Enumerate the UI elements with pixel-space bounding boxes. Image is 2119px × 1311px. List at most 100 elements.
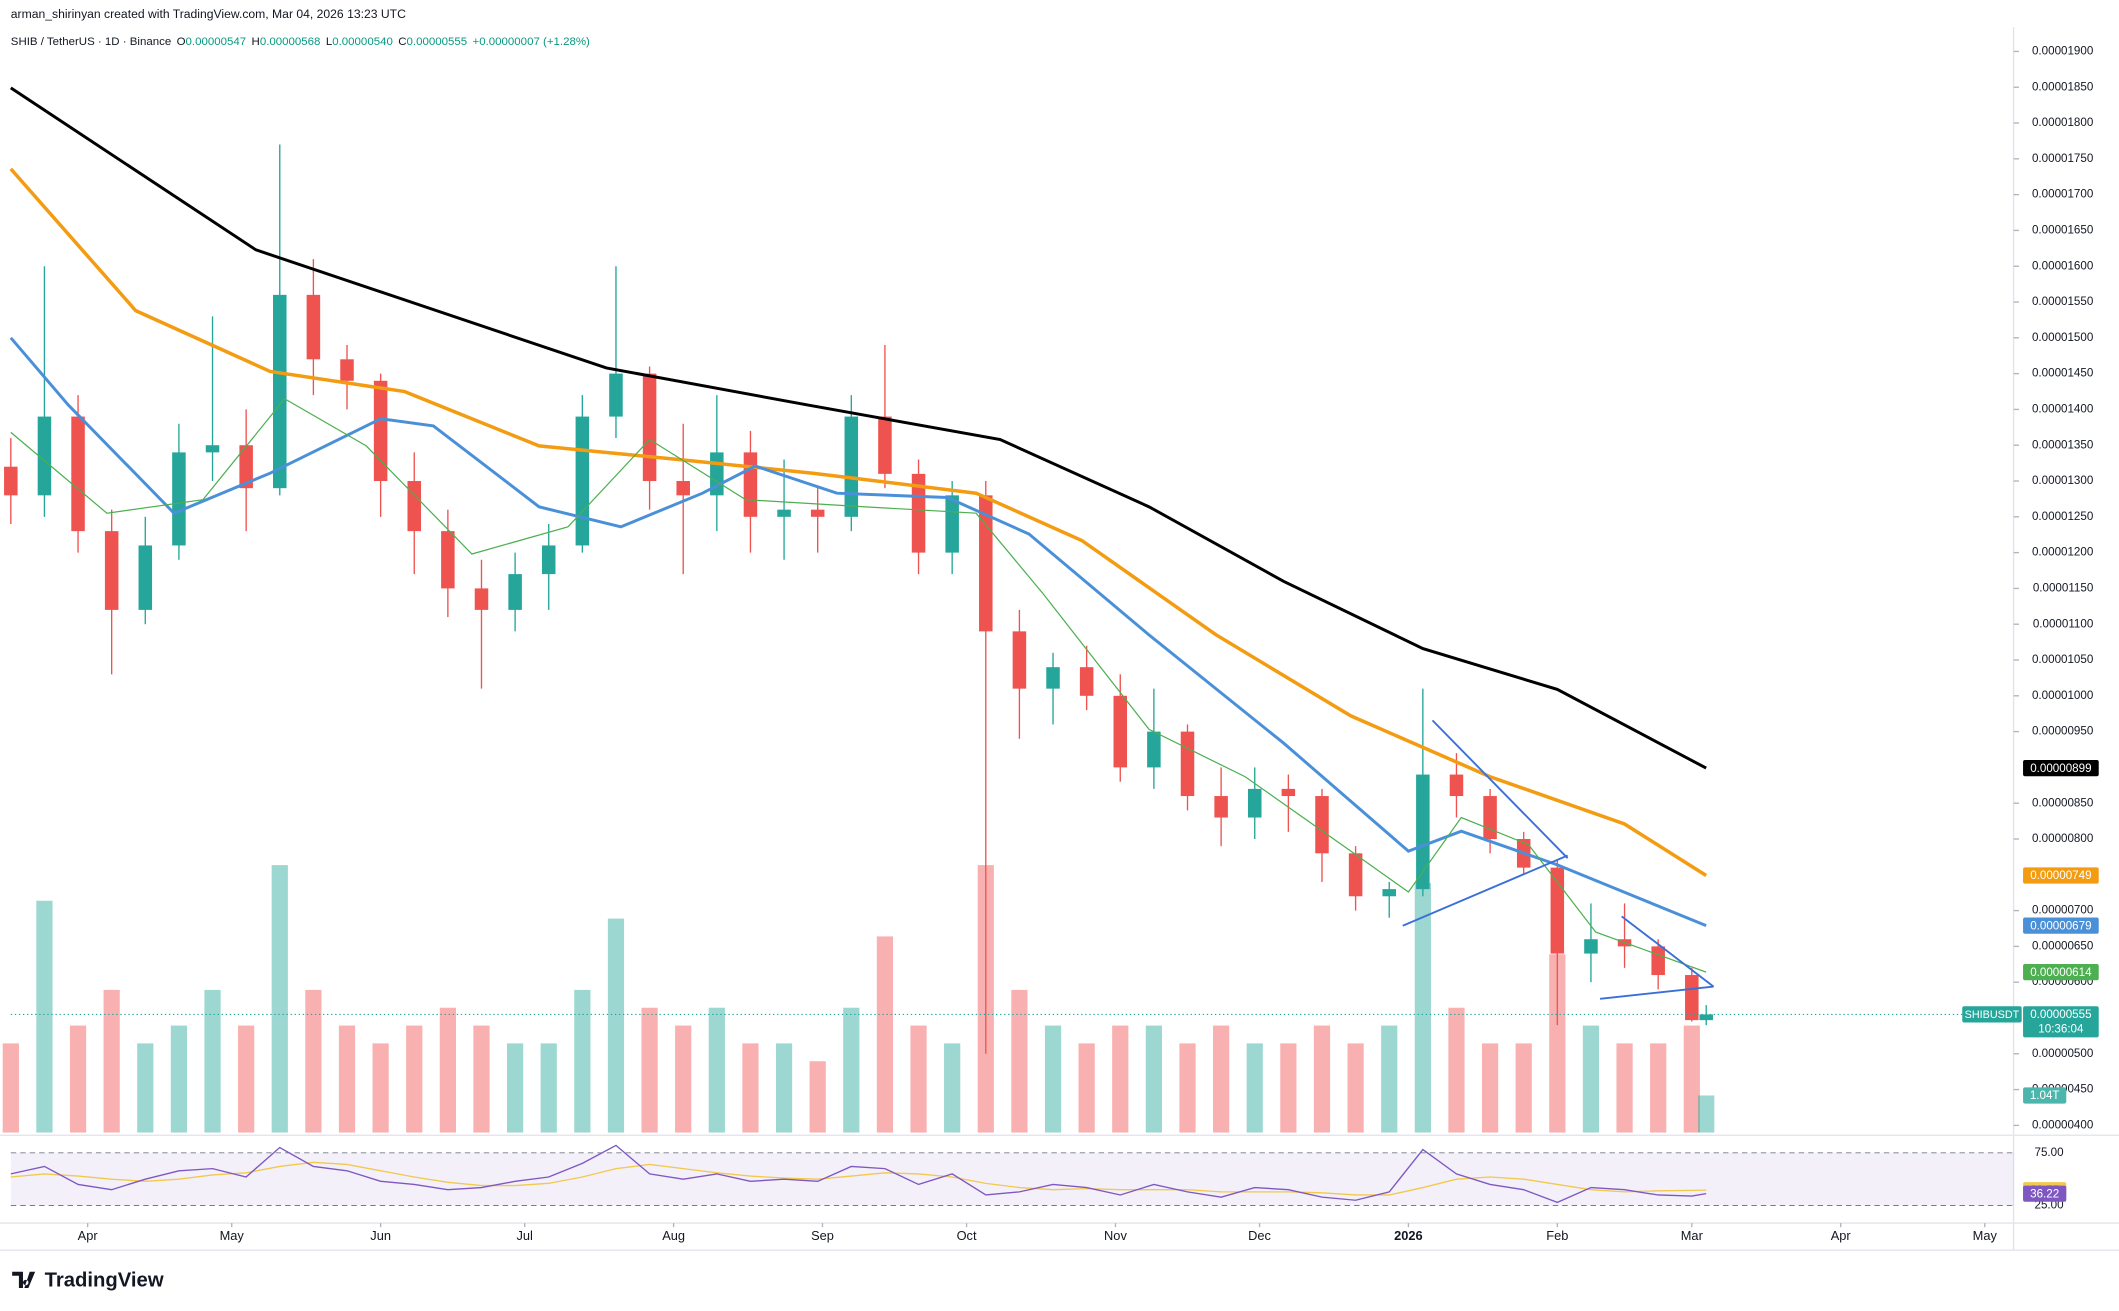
- candle-body: [575, 416, 590, 546]
- y-tick-label: 0.00001500: [2032, 331, 2093, 344]
- y-tick-label: 0.00001300: [2032, 474, 2093, 487]
- volume-bar: [1078, 1043, 1095, 1133]
- volume-bar: [910, 1025, 927, 1133]
- candle-body: [340, 359, 354, 381]
- symbol-legend: SHIB / TetherUS · 1D · Binance O0.0000054…: [11, 36, 590, 48]
- ohlc-key: L: [326, 36, 332, 48]
- volume-bar: [473, 1025, 490, 1133]
- candle-body: [1113, 695, 1128, 768]
- volume-bar: [1313, 1025, 1331, 1133]
- x-tick-label: Apr: [78, 1228, 99, 1243]
- y-tick-label: 0.00001250: [2032, 510, 2093, 523]
- y-tick-label: 0.00001200: [2032, 546, 2093, 559]
- brand: TradingView: [45, 1270, 164, 1292]
- volume-bar: [775, 1043, 793, 1133]
- candle-body: [911, 473, 926, 553]
- y-tick-label: 0.00001850: [2032, 80, 2093, 93]
- y-tick-label: 0.00001100: [2033, 617, 2093, 630]
- volume-bar: [944, 1043, 961, 1133]
- x-tick-label: Nov: [1104, 1228, 1127, 1243]
- volume-bar: [742, 1043, 759, 1133]
- symbol: SHIB / TetherUS · 1D · Binance: [11, 36, 171, 48]
- rsi-tag: 36.22: [2030, 1187, 2059, 1200]
- candle-body: [441, 531, 455, 589]
- candle-body: [1247, 788, 1262, 818]
- logo-mark: [12, 1271, 36, 1288]
- moving-average: [9, 336, 1707, 928]
- rsi-ma-line: [10, 1161, 1707, 1196]
- volume-bar: [305, 989, 322, 1133]
- volume-bar: [2, 1043, 19, 1133]
- ohlc-value: 0.00000540: [332, 36, 393, 48]
- candle-body: [945, 495, 959, 553]
- price-tag: 0.00000555: [2030, 1008, 2091, 1021]
- volume-bar: [36, 900, 53, 1133]
- rsi-tick-label: 75.00: [2035, 1146, 2064, 1159]
- moving-average: [9, 167, 1708, 877]
- volume-bar: [238, 1025, 255, 1133]
- ohlc-key: C: [398, 36, 406, 48]
- candle-body: [508, 574, 522, 610]
- volume-tag-bg: [2023, 1087, 2067, 1104]
- x-tick-label: Aug: [662, 1228, 685, 1243]
- ma-tag-bg: [2023, 867, 2099, 884]
- trendline: [1402, 854, 1568, 927]
- ma-tag: 0.00000749: [2030, 869, 2091, 882]
- y-tick-label: 0.00001800: [2032, 116, 2093, 129]
- ohlc-key: H: [252, 36, 260, 48]
- rsi-tick-label: 25.00: [2035, 1199, 2064, 1212]
- ohlc-value: 0.00000555: [407, 36, 468, 48]
- price-tag-bg: [2023, 1006, 2099, 1038]
- volume-bar: [1280, 1043, 1297, 1133]
- y-tick-label: 0.00001400: [2032, 402, 2093, 415]
- y-tick-label: 0.00000500: [2032, 1047, 2093, 1060]
- volume-bar: [1481, 1043, 1499, 1133]
- volume-bar: [708, 1007, 725, 1133]
- volume-bar: [271, 865, 288, 1133]
- candle-body: [1550, 867, 1565, 954]
- candle-body: [1651, 946, 1665, 976]
- volume-bar: [1044, 1025, 1062, 1133]
- x-tick-label: May: [220, 1228, 245, 1243]
- candle-body: [1214, 796, 1228, 818]
- volume-bar: [1112, 1025, 1129, 1133]
- trendline: [1431, 719, 1569, 859]
- x-tick-label: Jun: [370, 1228, 391, 1243]
- volume-tag: 1.04T: [2030, 1089, 2060, 1102]
- y-tick-label: 0.00001150: [2033, 581, 2093, 594]
- trendline: [1599, 985, 1714, 1000]
- y-tick-label: 0.00001000: [2032, 689, 2093, 702]
- y-tick-label: 0.00001550: [2032, 295, 2093, 308]
- rsi-line: [10, 1144, 1707, 1204]
- candle-body: [1483, 796, 1497, 840]
- volume-bar: [843, 1007, 860, 1133]
- change: +0.00000007 (+1.28%): [473, 36, 591, 48]
- volume-bar: [1549, 954, 1566, 1133]
- volume-bar: [540, 1043, 557, 1133]
- candle-body: [1584, 939, 1598, 954]
- x-tick-label: Jul: [517, 1228, 533, 1243]
- ma-tag: 0.00000614: [2030, 966, 2092, 979]
- candle-body: [642, 373, 657, 482]
- candle-body: [407, 481, 422, 532]
- triangle-drawings: [1402, 719, 1715, 1000]
- y-tick-label: 0.00000950: [2032, 725, 2093, 738]
- y-tick-label: 0.00001350: [2032, 438, 2093, 451]
- candle-body: [71, 416, 85, 532]
- x-tick-label: May: [1973, 1228, 1998, 1243]
- volume-bar: [69, 1025, 87, 1133]
- y-tick-label: 0.00000850: [2032, 796, 2093, 809]
- candle-body: [1416, 774, 1430, 890]
- ohlc-value: 0.00000547: [186, 36, 247, 48]
- trendline: [1621, 915, 1715, 988]
- candle-body: [1348, 853, 1363, 897]
- volume-bar: [876, 936, 894, 1133]
- candle-body: [541, 545, 556, 575]
- volume-bar: [1650, 1043, 1667, 1133]
- candle-body: [844, 416, 859, 517]
- volume-bar: [1414, 882, 1431, 1133]
- y-tick-label: 0.00000400: [2032, 1118, 2093, 1131]
- ma-tag-bg: [2023, 917, 2099, 934]
